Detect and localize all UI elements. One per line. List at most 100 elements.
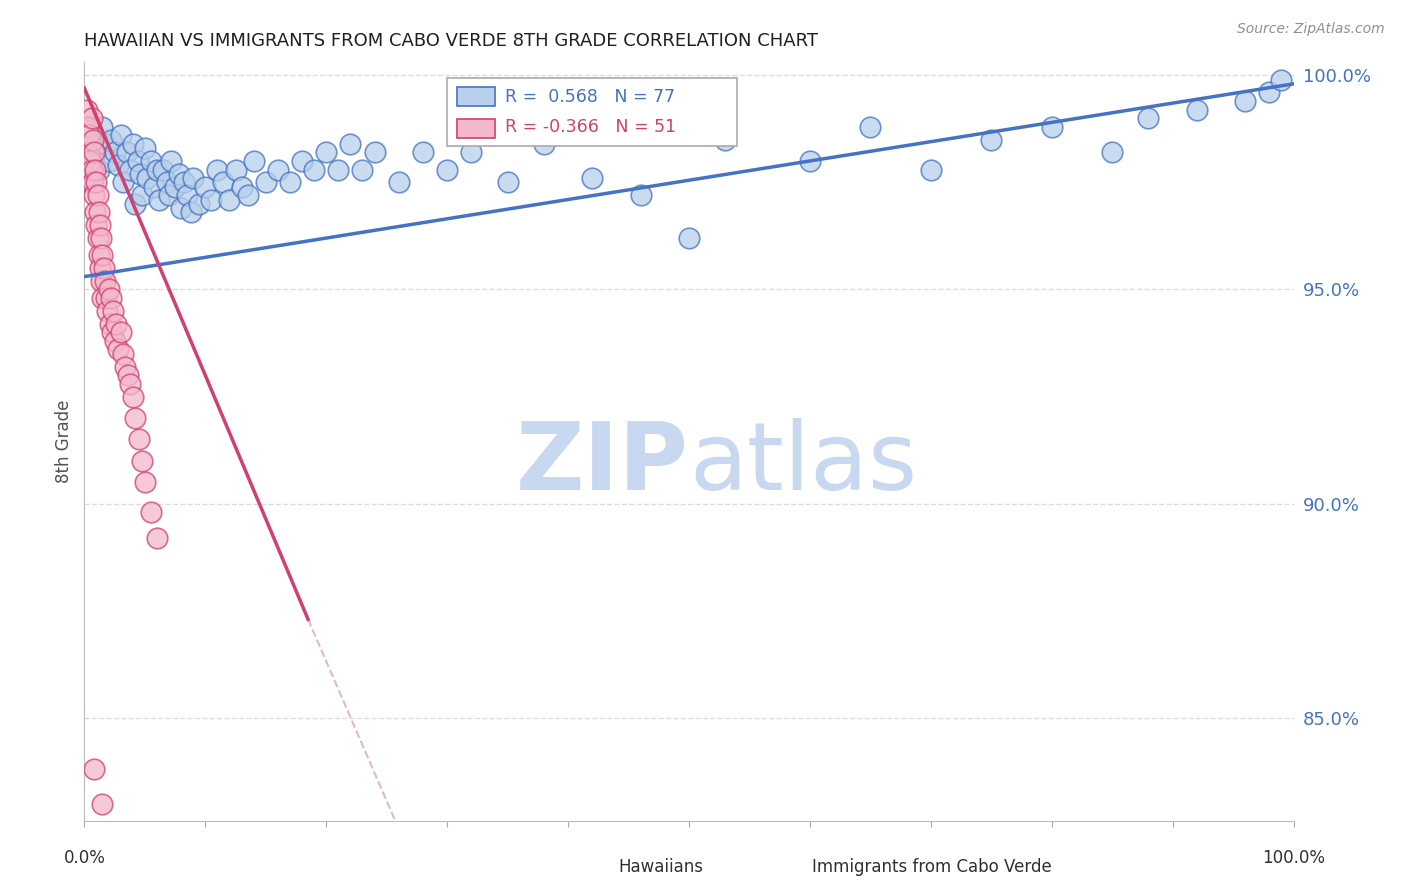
Point xyxy=(100,132,122,146)
Point xyxy=(117,368,139,383)
Point xyxy=(302,162,325,177)
Point xyxy=(131,188,153,202)
Point xyxy=(76,103,98,117)
Point xyxy=(176,188,198,202)
Point xyxy=(1270,72,1292,87)
Point xyxy=(87,248,110,262)
Point xyxy=(110,128,132,143)
Point xyxy=(103,304,125,318)
Point xyxy=(128,433,150,447)
Point xyxy=(581,171,603,186)
Point xyxy=(93,261,115,276)
Point xyxy=(160,153,183,168)
Point xyxy=(115,145,138,160)
Point xyxy=(87,205,110,219)
Point xyxy=(194,179,217,194)
Point xyxy=(134,141,156,155)
Point xyxy=(77,120,100,134)
Point xyxy=(91,797,114,811)
Point xyxy=(97,283,120,297)
FancyBboxPatch shape xyxy=(447,78,737,145)
Point xyxy=(678,231,700,245)
Point xyxy=(94,136,117,151)
Point xyxy=(143,179,166,194)
Point xyxy=(460,145,482,160)
Point xyxy=(127,153,149,168)
Point xyxy=(136,171,159,186)
Point xyxy=(714,132,737,146)
Point xyxy=(242,153,264,168)
Point xyxy=(180,205,202,219)
Point xyxy=(146,162,169,177)
Point xyxy=(146,531,169,545)
Text: R = -0.366   N = 51: R = -0.366 N = 51 xyxy=(505,118,676,136)
Point xyxy=(83,145,105,160)
Point xyxy=(91,120,114,134)
Text: Hawaiians: Hawaiians xyxy=(619,858,704,876)
Text: HAWAIIAN VS IMMIGRANTS FROM CABO VERDE 8TH GRADE CORRELATION CHART: HAWAIIAN VS IMMIGRANTS FROM CABO VERDE 8… xyxy=(84,32,818,50)
Point xyxy=(181,171,204,186)
Point xyxy=(120,376,142,391)
Point xyxy=(120,162,142,177)
Point xyxy=(254,175,277,189)
Point xyxy=(920,162,942,177)
Point xyxy=(218,193,240,207)
Point xyxy=(107,158,129,172)
Point xyxy=(799,153,821,168)
Text: atlas: atlas xyxy=(689,418,917,510)
Point xyxy=(89,261,111,276)
Point xyxy=(110,326,132,340)
Point xyxy=(83,762,105,776)
Point xyxy=(155,175,177,189)
Point xyxy=(84,162,107,177)
Point xyxy=(165,179,187,194)
Text: Source: ZipAtlas.com: Source: ZipAtlas.com xyxy=(1237,22,1385,37)
Point xyxy=(86,175,108,189)
Point xyxy=(94,274,117,288)
Point xyxy=(84,205,107,219)
Point xyxy=(91,291,114,305)
Point xyxy=(107,343,129,357)
Text: R =  0.568   N = 77: R = 0.568 N = 77 xyxy=(505,87,675,105)
Point xyxy=(412,145,434,160)
Point xyxy=(121,390,143,404)
Point xyxy=(1040,120,1063,134)
Point xyxy=(436,162,458,177)
Point xyxy=(82,175,104,189)
Point xyxy=(225,162,247,177)
Text: 100.0%: 100.0% xyxy=(1263,849,1324,867)
Point xyxy=(188,196,211,211)
Point xyxy=(86,231,108,245)
Point xyxy=(129,167,152,181)
Point xyxy=(278,175,301,189)
Point xyxy=(94,291,117,305)
Point xyxy=(200,193,222,207)
Point xyxy=(352,162,374,177)
Point xyxy=(291,153,314,168)
Bar xyxy=(773,859,806,874)
Point xyxy=(1137,111,1160,125)
Point xyxy=(96,304,118,318)
Text: Immigrants from Cabo Verde: Immigrants from Cabo Verde xyxy=(813,858,1052,876)
Point xyxy=(124,196,146,211)
Point xyxy=(79,175,101,189)
Y-axis label: 8th Grade: 8th Grade xyxy=(55,400,73,483)
Bar xyxy=(581,859,612,874)
Point xyxy=(388,175,411,189)
Point xyxy=(212,175,235,189)
Point xyxy=(167,167,190,181)
Point xyxy=(236,188,259,202)
Point xyxy=(80,111,103,125)
Point xyxy=(859,120,882,134)
Bar xyxy=(457,87,495,106)
Point xyxy=(104,317,127,331)
Point xyxy=(315,145,337,160)
Point xyxy=(112,175,135,189)
Point xyxy=(90,274,112,288)
Point xyxy=(630,188,652,202)
Point xyxy=(1234,94,1257,108)
Text: 0.0%: 0.0% xyxy=(63,849,105,867)
Point xyxy=(83,150,105,164)
Point xyxy=(89,218,111,232)
Point xyxy=(231,179,253,194)
